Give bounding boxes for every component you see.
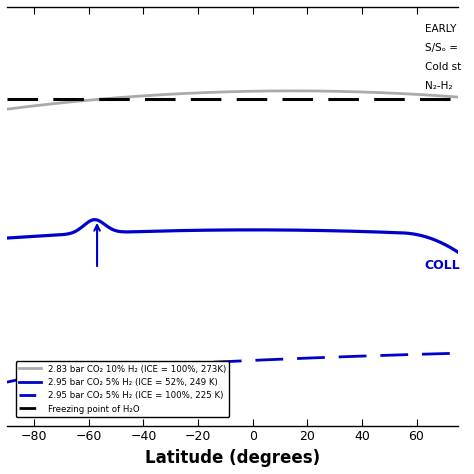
Legend: 2.83 bar CO₂ 10% H₂ (ICE = 100%, 273K), 2.95 bar CO₂ 5% H₂ (ICE = 52%, 249 K), 2: 2.83 bar CO₂ 10% H₂ (ICE = 100%, 273K), …	[16, 361, 229, 417]
Text: S/Sₒ =: S/Sₒ =	[425, 43, 458, 53]
Text: Cold st: Cold st	[425, 62, 461, 72]
Text: EARLY: EARLY	[425, 24, 456, 34]
Text: N₂-H₂: N₂-H₂	[425, 81, 452, 91]
Text: COLL: COLL	[425, 259, 461, 272]
X-axis label: Latitude (degrees): Latitude (degrees)	[145, 449, 320, 467]
